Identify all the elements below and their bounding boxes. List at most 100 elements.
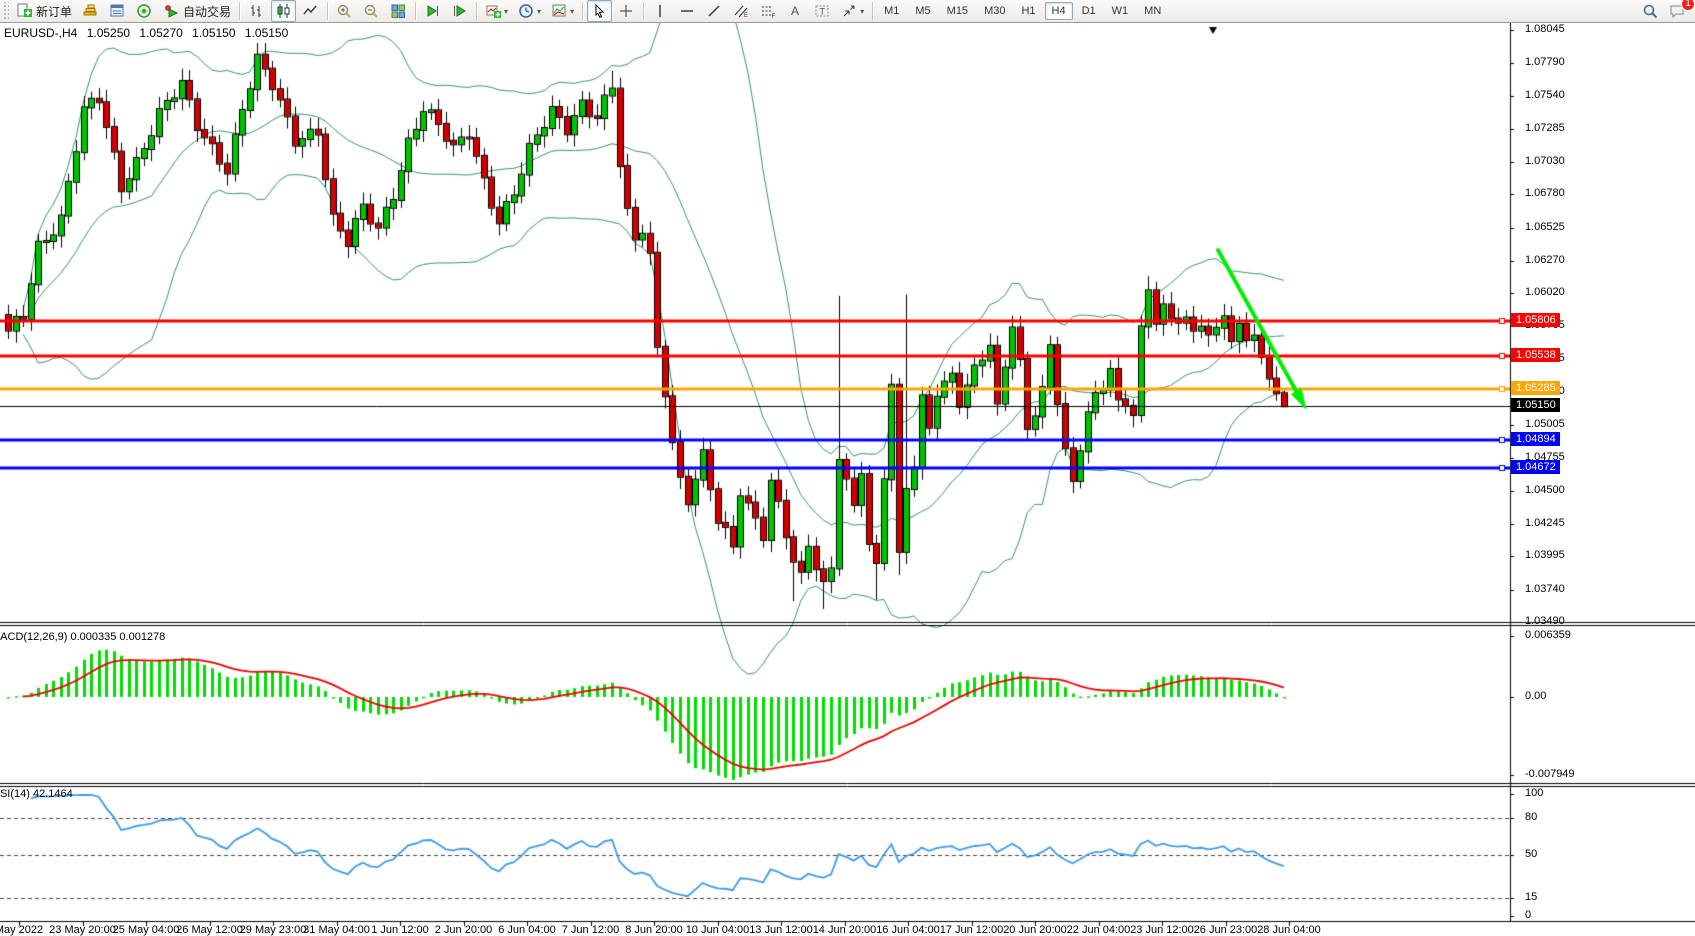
arrows-button[interactable]: ▾ <box>837 0 868 22</box>
price-tick-label: 1.04245 <box>1525 516 1565 529</box>
time-axis-label: 13 Jun 12:00 <box>749 924 813 936</box>
time-axis-label: 8 Jun 20:00 <box>625 924 683 936</box>
auto-scroll-icon <box>424 3 441 19</box>
toolbar-separator <box>327 2 329 20</box>
price-tick-label: 1.03490 <box>1525 615 1565 627</box>
timeframe-m30-button[interactable]: M30 <box>984 5 1006 17</box>
timeframe-d1-button[interactable]: D1 <box>1081 5 1096 17</box>
templates-icon <box>551 3 568 19</box>
auto-scroll-button[interactable] <box>420 0 445 22</box>
data-window-button[interactable] <box>105 0 130 22</box>
vertical-line-icon <box>652 3 669 19</box>
navigator-button[interactable] <box>132 0 157 22</box>
text-label-icon: T <box>814 3 831 19</box>
new-chart-icon <box>485 3 502 19</box>
ohlc-close: 1.05150 <box>244 26 289 40</box>
fibonacci-button[interactable]: F <box>756 0 781 22</box>
time-axis-label: 1 Jun 12:00 <box>371 924 429 936</box>
bar-chart-button[interactable] <box>244 0 269 22</box>
timeframe-m1-button[interactable]: M1 <box>884 5 900 17</box>
price-tick-label: 1.08045 <box>1525 23 1565 35</box>
channel-button[interactable]: E <box>729 0 754 22</box>
chart-headline: EURUSD-,H4 1.05250 1.05270 1.05150 1.051… <box>4 26 294 40</box>
timeframe-mn-button[interactable]: MN <box>1144 5 1162 17</box>
zoom-out-button[interactable] <box>359 0 384 22</box>
navigator-icon <box>136 3 153 19</box>
timeframe-h1-button[interactable]: H1 <box>1021 5 1036 17</box>
bar-chart-icon <box>248 3 265 19</box>
time-axis-label: 16 Jun 04:00 <box>876 924 940 936</box>
timeframe-m5-button[interactable]: M5 <box>915 5 931 17</box>
timeframe-m15-button[interactable]: M15 <box>946 5 969 17</box>
market-watch-button[interactable] <box>78 0 103 22</box>
chevron-down-icon[interactable]: ▾ <box>504 6 509 16</box>
rsi-level-label: 50 <box>1525 848 1538 860</box>
horizontal-line-button[interactable] <box>675 0 700 22</box>
channel-icon: E <box>733 3 750 19</box>
chart-shift-button[interactable] <box>447 0 472 22</box>
time-axis-label: 22 Jun 04:00 <box>1066 924 1131 936</box>
trendline-button[interactable] <box>702 0 727 22</box>
time-axis-label: 26 Jun 23:00 <box>1193 924 1258 936</box>
chart-window: EURUSD-,H4 1.05250 1.05270 1.05150 1.051… <box>0 23 1695 936</box>
cursor-icon <box>591 3 608 19</box>
macd-zero-label: 0.00 <box>1525 690 1547 702</box>
price-line-label[interactable]: 1.04894 <box>1511 431 1560 446</box>
text-button[interactable]: A <box>783 0 808 22</box>
time-axis-label: 2 Jun 20:00 <box>434 924 493 936</box>
time-axis-label: 26 May 12:00 <box>176 924 243 936</box>
cursor-button[interactable] <box>587 0 613 22</box>
toolbar-separator <box>582 2 584 20</box>
templates-button[interactable]: ▾ <box>547 0 578 22</box>
line-chart-button[interactable] <box>298 0 323 22</box>
price-line-label[interactable]: 1.05538 <box>1511 347 1560 362</box>
chart-shift-icon <box>451 3 468 19</box>
zoom-in-button[interactable] <box>332 0 357 22</box>
price-tick-label: 1.04500 <box>1525 483 1565 496</box>
time-axis-label: 14 Jun 20:00 <box>812 924 877 936</box>
autotrading-button[interactable]: 自动交易 <box>159 0 235 22</box>
price-line-label[interactable]: 1.05806 <box>1511 312 1560 327</box>
candlestick-icon <box>275 3 292 19</box>
timeframe-h4-button[interactable]: H4 <box>1044 2 1073 20</box>
candlestick-button[interactable] <box>271 0 297 22</box>
chevron-down-icon[interactable]: ▾ <box>537 6 542 16</box>
tile-windows-button[interactable] <box>386 0 411 22</box>
text-label-button[interactable]: T <box>810 0 835 22</box>
zoom-in-icon <box>336 3 353 19</box>
price-tick-label: 1.06270 <box>1525 253 1565 266</box>
time-axis-label: May 2022 <box>0 924 44 936</box>
arrows-icon <box>841 3 858 19</box>
time-axis-label: 31 May 04:00 <box>303 924 370 936</box>
price-chart-canvas[interactable] <box>0 23 1695 936</box>
price-line-label[interactable]: 1.04672 <box>1511 460 1560 475</box>
chevron-down-icon[interactable]: ▾ <box>860 6 865 16</box>
market-watch-icon <box>82 3 99 19</box>
toolbar-grip[interactable] <box>2 2 9 20</box>
time-axis-label: 10 Jun 04:00 <box>685 924 750 936</box>
autotrading-icon <box>163 3 180 19</box>
new-order-button[interactable]: 新订单 <box>12 0 76 22</box>
chevron-down-icon[interactable]: ▾ <box>570 6 575 16</box>
price-line-label[interactable]: 1.05285 <box>1511 380 1560 395</box>
rsi-level-label: 15 <box>1525 890 1538 903</box>
price-tick-label: 1.03740 <box>1525 582 1565 595</box>
search-button[interactable] <box>1638 0 1663 22</box>
new-chart-button[interactable]: ▾ <box>481 0 512 22</box>
ohlc-low: 1.05150 <box>192 26 236 40</box>
price-tick-label: 1.05005 <box>1525 418 1565 431</box>
price-line-label[interactable]: 1.05150 <box>1511 398 1560 413</box>
trendline-icon <box>706 3 723 19</box>
notifications-button[interactable]: 1 <box>1665 0 1695 22</box>
macd-min-label: -0.007949 <box>1525 768 1575 780</box>
periods-clock-button[interactable]: ▾ <box>514 0 545 22</box>
time-axis-label: 6 Jun 04:00 <box>498 924 556 936</box>
price-tick-label: 1.07285 <box>1525 121 1565 134</box>
new-order-icon <box>16 3 33 19</box>
search-icon <box>1642 3 1659 19</box>
timeframe-group: M1 M5 M15 M30 H1 H4 D1 W1 MN <box>876 2 1169 20</box>
vertical-line-button[interactable] <box>648 0 673 22</box>
crosshair-button[interactable] <box>614 0 639 22</box>
crosshair-icon <box>618 3 635 19</box>
timeframe-w1-button[interactable]: W1 <box>1111 5 1129 17</box>
